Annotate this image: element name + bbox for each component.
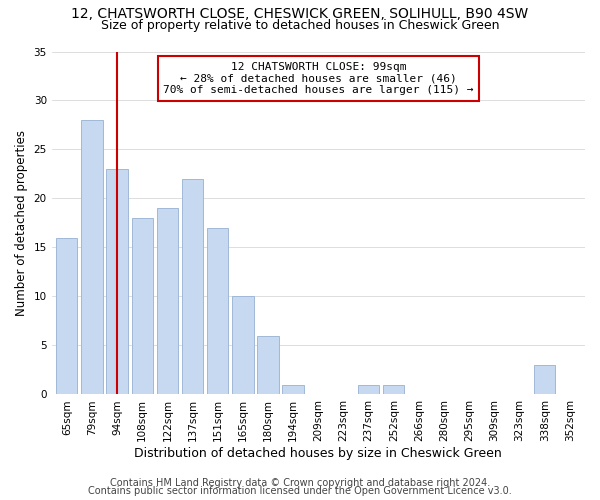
Bar (534, 365, 556, 394)
X-axis label: Distribution of detached houses by size in Cheswick Green: Distribution of detached houses by size … (134, 447, 502, 460)
Text: 12, CHATSWORTH CLOSE, CHESWICK GREEN, SOLIHULL, B90 4SW: 12, CHATSWORTH CLOSE, CHESWICK GREEN, SO… (71, 8, 529, 22)
Bar (283, 384, 304, 394)
Bar (207, 228, 229, 394)
Bar (257, 336, 279, 394)
Bar (157, 208, 178, 394)
Bar (232, 296, 254, 394)
Bar (383, 384, 404, 394)
Text: Size of property relative to detached houses in Cheswick Green: Size of property relative to detached ho… (101, 19, 499, 32)
Bar (358, 384, 379, 394)
Bar (106, 169, 128, 394)
Bar (182, 179, 203, 394)
Y-axis label: Number of detached properties: Number of detached properties (15, 130, 28, 316)
Text: 12 CHATSWORTH CLOSE: 99sqm
← 28% of detached houses are smaller (46)
70% of semi: 12 CHATSWORTH CLOSE: 99sqm ← 28% of deta… (163, 62, 473, 95)
Bar (81, 120, 103, 394)
Text: Contains public sector information licensed under the Open Government Licence v3: Contains public sector information licen… (88, 486, 512, 496)
Bar (56, 238, 77, 394)
Bar (131, 218, 153, 394)
Text: Contains HM Land Registry data © Crown copyright and database right 2024.: Contains HM Land Registry data © Crown c… (110, 478, 490, 488)
